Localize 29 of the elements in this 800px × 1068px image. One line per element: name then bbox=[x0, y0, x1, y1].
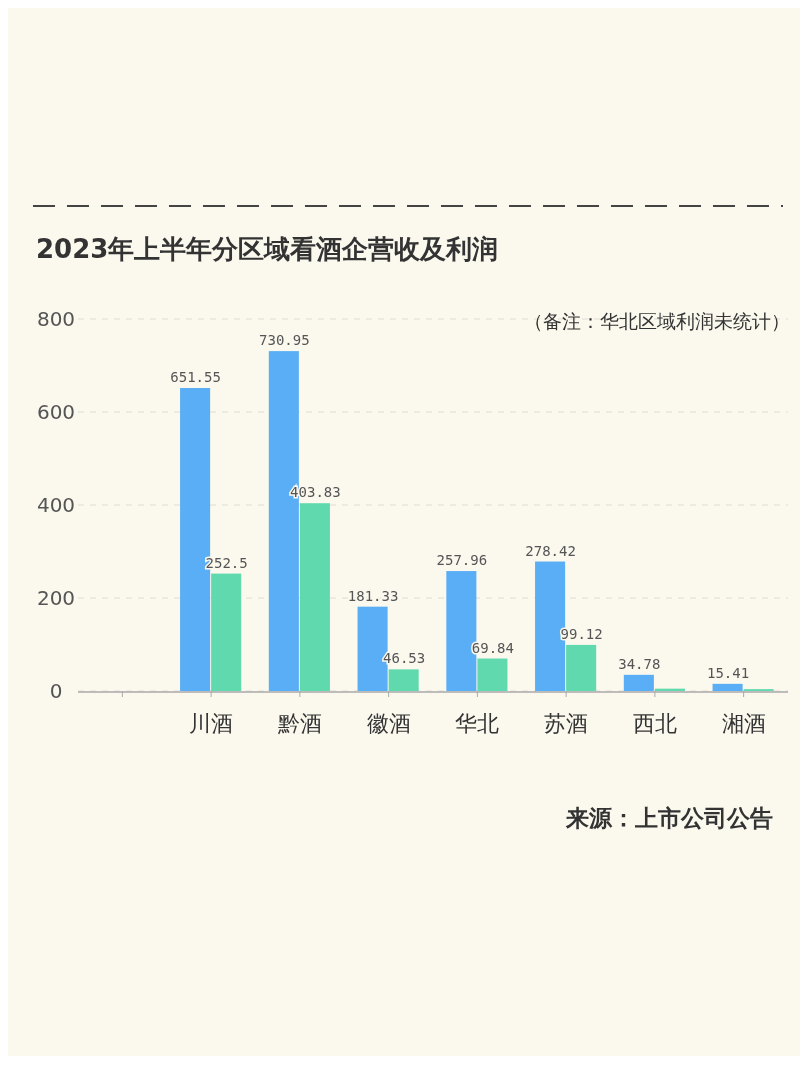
x-tick-label: 西北 bbox=[632, 711, 677, 736]
y-tick-label: 600 bbox=[36, 400, 76, 424]
bar bbox=[566, 644, 597, 691]
data-label: 651.55 bbox=[170, 369, 221, 386]
bar bbox=[623, 674, 654, 691]
y-tick-label: 800 bbox=[36, 307, 76, 331]
data-label: 257.96 bbox=[436, 552, 488, 569]
x-tick-label: 徽酒 bbox=[366, 711, 411, 736]
x-tick-label: 苏酒 bbox=[544, 711, 589, 736]
chart-title: 2023年上半年分区域看酒企营收及利润 bbox=[36, 234, 499, 264]
y-tick-label: 0 bbox=[49, 679, 63, 703]
data-label: 278.42 bbox=[525, 542, 576, 559]
x-tick-label: 湘酒 bbox=[721, 711, 766, 736]
bar bbox=[712, 683, 743, 691]
bar bbox=[211, 573, 242, 691]
x-tick-label: 黔酒 bbox=[276, 711, 322, 736]
annotation: （备注：华北区域利润未统计） bbox=[524, 310, 790, 332]
data-label: 15.41 bbox=[707, 664, 750, 681]
x-tick-label: 华北 bbox=[455, 711, 500, 736]
source-note: 来源：上市公司公告 bbox=[565, 805, 773, 831]
bar bbox=[299, 503, 330, 691]
data-label: 730.95 bbox=[259, 332, 310, 349]
x-tick-label: 川酒 bbox=[189, 711, 234, 736]
y-tick-label: 400 bbox=[36, 493, 76, 517]
y-tick-label: 200 bbox=[36, 586, 76, 610]
bar bbox=[477, 658, 508, 691]
data-label: 34.78 bbox=[618, 655, 661, 672]
data-label: 181.33 bbox=[347, 587, 399, 604]
bar bbox=[388, 669, 419, 691]
